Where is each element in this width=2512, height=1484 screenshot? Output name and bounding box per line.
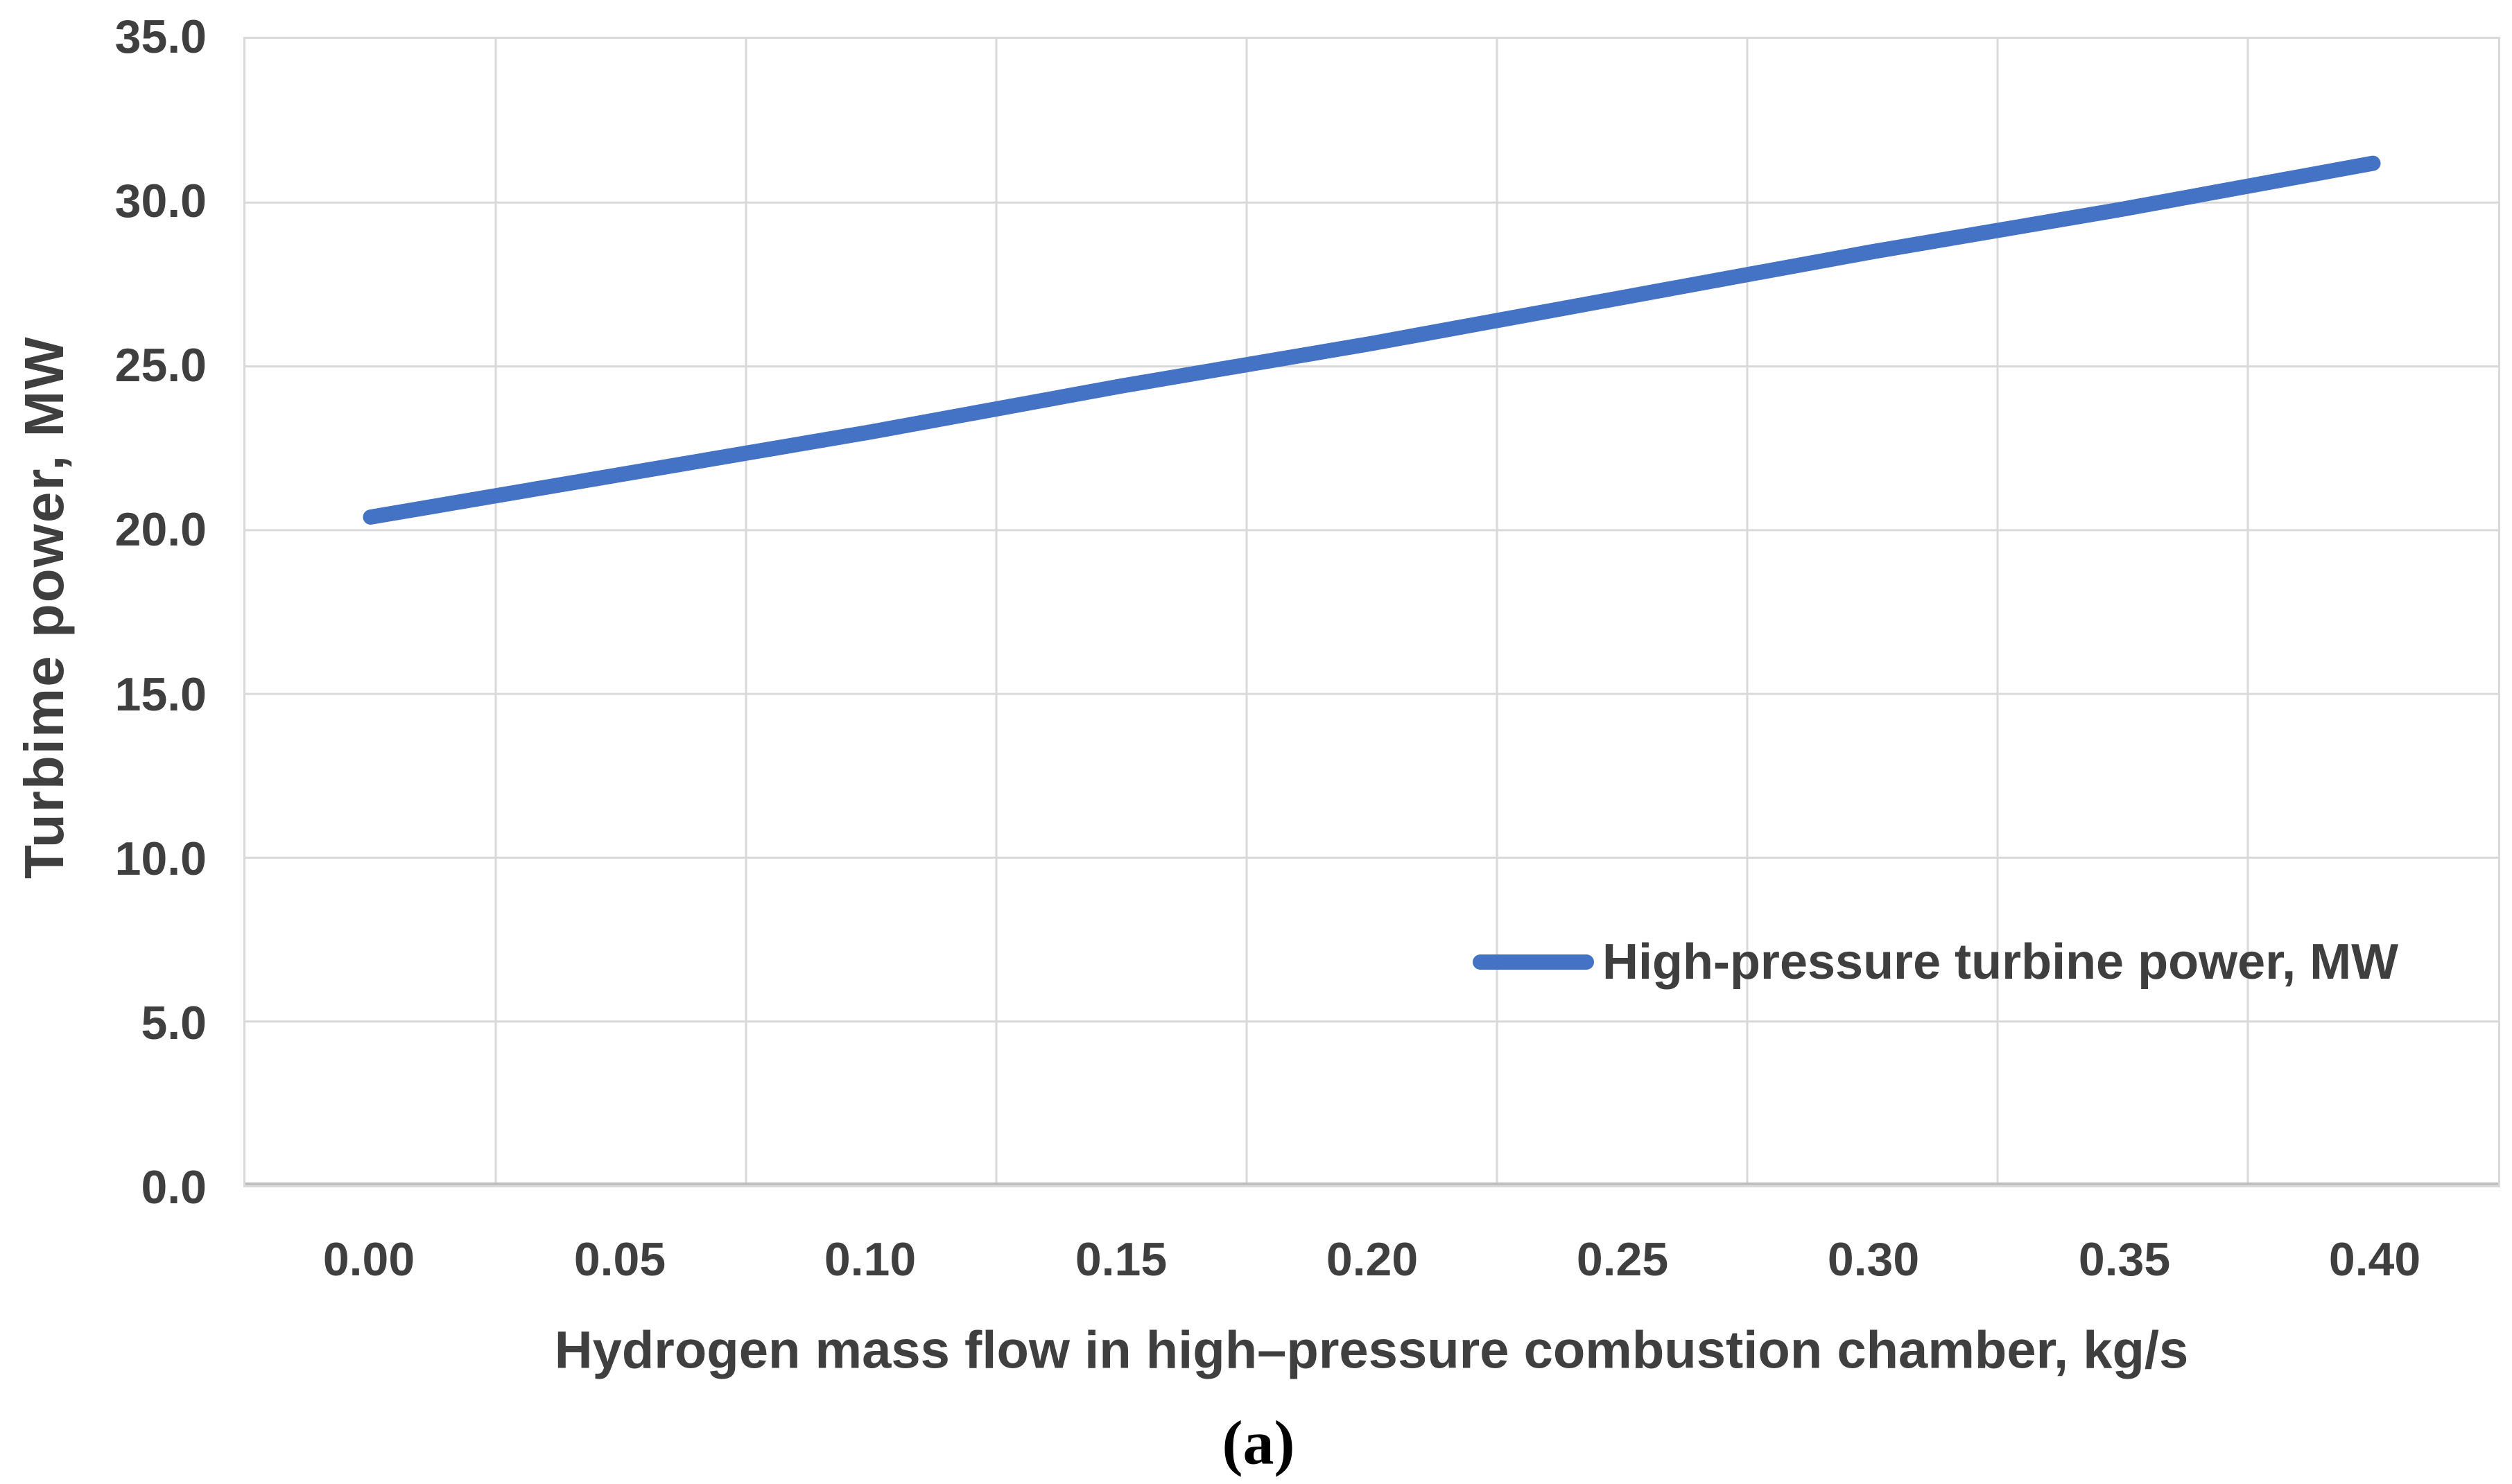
x-tick-label: 0.05 (573, 1233, 666, 1286)
figure-caption: (a) (1222, 1408, 1295, 1478)
y-tick-label: 25.0 (114, 339, 207, 392)
y-tick-label: 5.0 (141, 997, 207, 1049)
legend-line-swatch (1473, 954, 1594, 970)
y-tick-label: 30.0 (114, 175, 207, 227)
x-tick-label: 0.35 (2078, 1233, 2171, 1286)
x-axis-title: Hydrogen mass flow in high–pressure comb… (554, 1320, 2189, 1380)
plot-area: High-pressure turbine power, MW (243, 37, 2500, 1187)
x-tick-label: 0.15 (1075, 1233, 1168, 1286)
y-tick-label: 10.0 (114, 832, 207, 885)
x-tick-label: 0.30 (1827, 1233, 1920, 1286)
x-tick-label: 0.40 (2328, 1233, 2421, 1286)
x-tick-label: 0.20 (1326, 1233, 1419, 1286)
y-axis-title: Turbime power, MW (13, 335, 75, 879)
y-tick-label: 35.0 (114, 10, 207, 63)
y-tick-label: 20.0 (114, 503, 207, 556)
legend: High-pressure turbine power, MW (1473, 934, 2398, 990)
y-tick-label: 15.0 (114, 668, 207, 721)
x-tick-label: 0.25 (1576, 1233, 1669, 1286)
x-tick-label: 0.10 (824, 1233, 917, 1286)
x-tick-label: 0.00 (322, 1233, 415, 1286)
plot-svg (245, 39, 2498, 1185)
y-tick-label: 0.0 (141, 1161, 207, 1214)
legend-label: High-pressure turbine power, MW (1602, 934, 2399, 990)
